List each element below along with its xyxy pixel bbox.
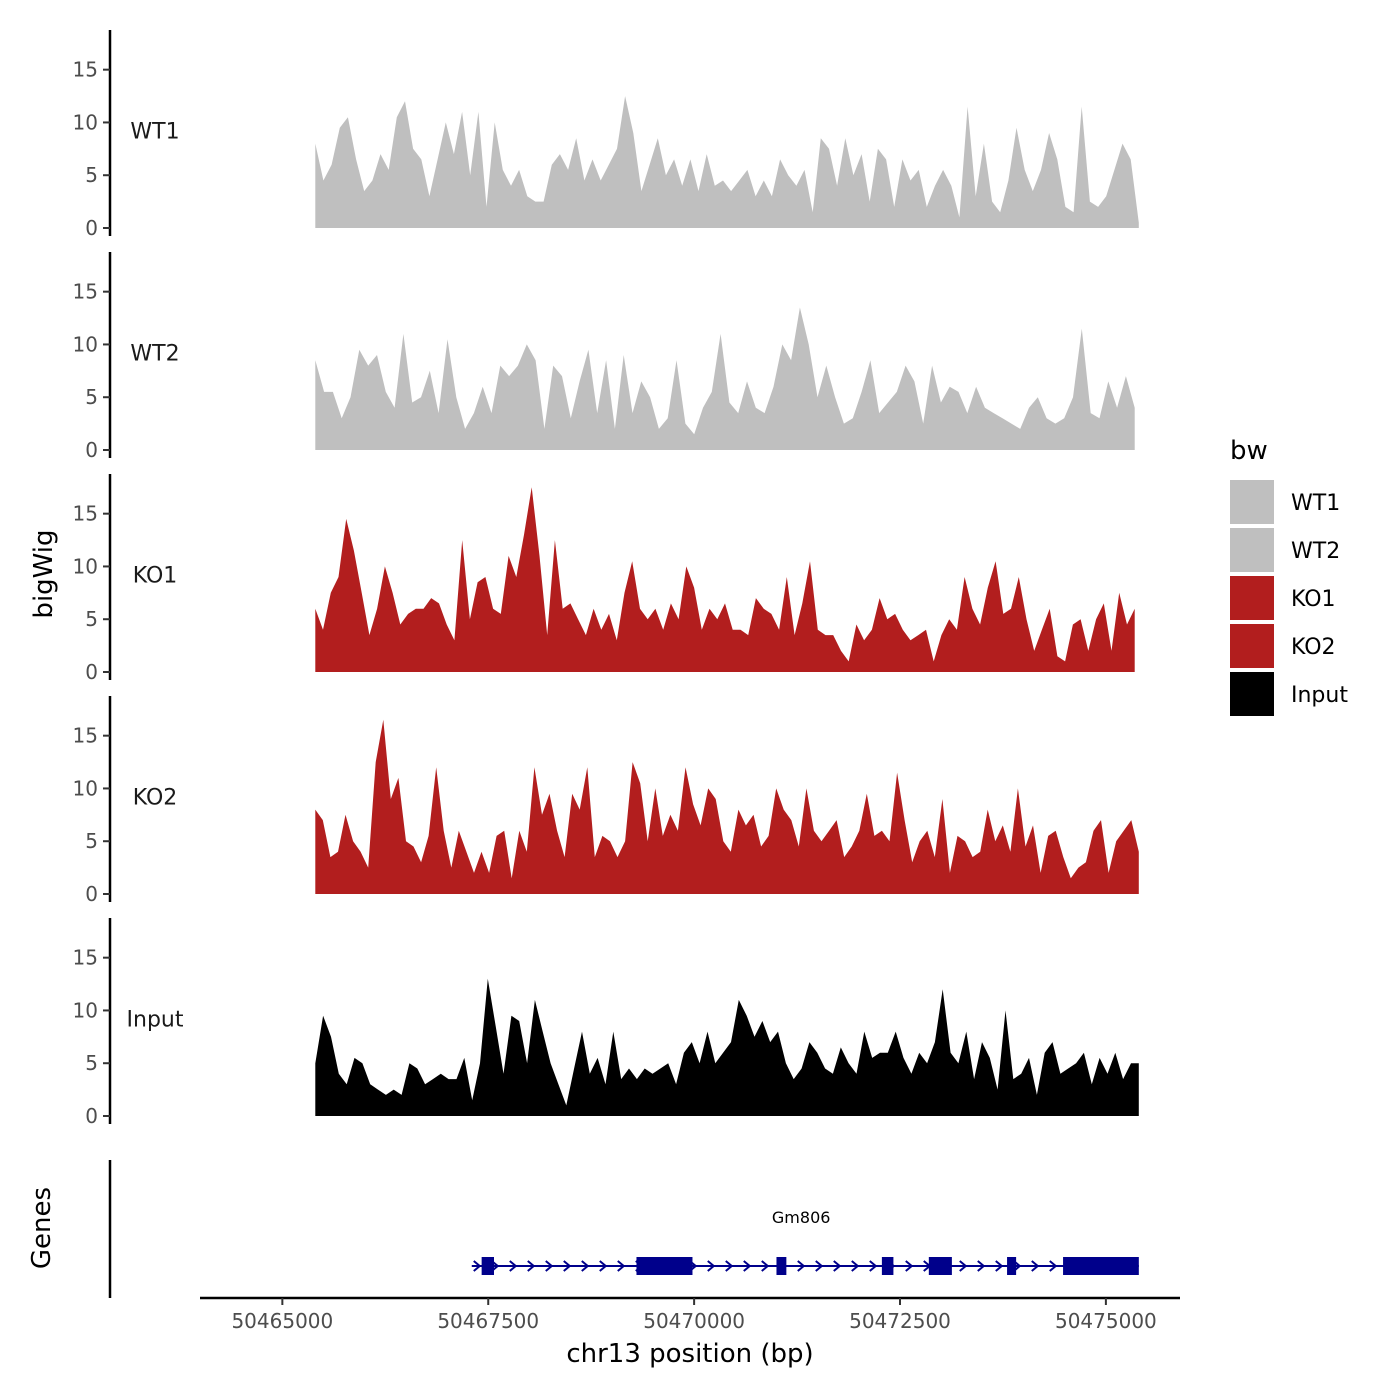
y-tick-label-wt2-10: 10 — [73, 332, 98, 356]
track-area-wt1 — [315, 96, 1139, 228]
x-tick-label-3: 50472500 — [849, 1309, 951, 1333]
track-area-ko1 — [315, 487, 1135, 672]
x-axis: 50465000 50467500 50470000 50472500 50475000 — [200, 1296, 1180, 1333]
strand-arrow — [995, 1260, 1004, 1272]
strand-arrow — [581, 1260, 590, 1272]
y-tick-label-input-10: 10 — [73, 998, 98, 1022]
track-area-ko2 — [315, 719, 1139, 894]
y-tick-label-input-0: 0 — [85, 1104, 98, 1128]
strand-arrow — [1031, 1260, 1040, 1272]
track-ko1: 0 5 10 15 KO1 — [73, 474, 1135, 684]
gene-exon-3 — [776, 1257, 787, 1275]
track-label-wt1: WT1 — [130, 119, 179, 144]
strand-arrow — [527, 1260, 536, 1272]
strand-arrow — [473, 1260, 482, 1272]
track-wt1: 0 5 10 15 WT1 — [73, 30, 1139, 240]
y-tick-label-wt2-15: 15 — [73, 280, 98, 304]
y-tick-label-ko1-5: 5 — [85, 607, 98, 631]
strand-arrow — [707, 1260, 716, 1272]
strand-arrow — [563, 1260, 572, 1272]
x-tick-label-0: 50465000 — [231, 1309, 333, 1333]
gene-exon-7 — [1063, 1257, 1139, 1275]
legend-title: bw — [1230, 436, 1268, 466]
legend-swatch-wt1 — [1230, 480, 1274, 524]
strand-arrow — [977, 1260, 986, 1272]
legend-label-wt2: WT2 — [1291, 539, 1340, 564]
strand-arrow — [545, 1260, 554, 1272]
strand-arrow — [599, 1260, 608, 1272]
gene-exon-1 — [481, 1257, 494, 1275]
track-label-ko1: KO1 — [133, 563, 178, 588]
y-tick-label-ko1-15: 15 — [73, 502, 98, 526]
y-tick-label-wt1-15: 15 — [73, 58, 98, 82]
strand-arrow — [869, 1260, 878, 1272]
x-axis-title: chr13 position (bp) — [566, 1339, 813, 1369]
track-label-input: Input — [127, 1007, 184, 1032]
strand-arrow — [617, 1260, 626, 1272]
y-axis-title: bigWig — [29, 529, 59, 618]
y-tick-label-ko2-0: 0 — [85, 882, 98, 906]
strand-arrow — [743, 1260, 752, 1272]
gene-name-label: Gm806 — [772, 1208, 831, 1227]
track-label-wt2: WT2 — [130, 341, 179, 366]
legend-label-ko2: KO2 — [1291, 635, 1336, 660]
gene-exon-5 — [928, 1257, 952, 1275]
legend-label-input: Input — [1291, 683, 1348, 708]
x-tick-label-2: 50470000 — [643, 1309, 745, 1333]
strand-arrow — [797, 1260, 806, 1272]
legend-label-ko1: KO1 — [1291, 587, 1336, 612]
strand-arrow — [905, 1260, 914, 1272]
y-tick-label-ko1-10: 10 — [73, 554, 98, 578]
legend-label-wt1: WT1 — [1291, 491, 1340, 516]
strand-arrow — [959, 1260, 968, 1272]
legend: bw WT1 WT2 KO1 KO2 Input — [1230, 436, 1348, 716]
strand-arrow — [833, 1260, 842, 1272]
track-label-ko2: KO2 — [133, 785, 178, 810]
y-tick-label-input-15: 15 — [73, 946, 98, 970]
tracks-group: 0 5 10 15 WT1 0 5 10 15 WT2 0 5 10 15 KO1 0 5 10 15 KO2 0 5 10… — [73, 30, 1139, 1128]
track-wt2: 0 5 10 15 WT2 — [73, 252, 1135, 462]
legend-swatch-wt2 — [1230, 528, 1274, 572]
y-tick-label-wt1-10: 10 — [73, 110, 98, 134]
y-tick-label-ko1-0: 0 — [85, 660, 98, 684]
gene-exon-4 — [881, 1257, 894, 1275]
track-ko2: 0 5 10 15 KO2 — [73, 696, 1139, 906]
y-tick-label-input-5: 5 — [85, 1051, 98, 1075]
y-tick-label-wt1-0: 0 — [85, 216, 98, 240]
y-tick-label-wt2-0: 0 — [85, 438, 98, 462]
strand-arrow — [815, 1260, 824, 1272]
x-tick-label-1: 50467500 — [437, 1309, 539, 1333]
y-tick-label-ko2-5: 5 — [85, 829, 98, 853]
track-area-input — [315, 978, 1139, 1116]
strand-arrow — [509, 1260, 518, 1272]
strand-arrow — [725, 1260, 734, 1272]
gene-panel: Gm806 — [108, 1160, 1139, 1298]
genes-axis-title: Genes — [27, 1187, 57, 1269]
legend-swatch-ko1 — [1230, 576, 1274, 620]
y-tick-label-wt1-5: 5 — [85, 163, 98, 187]
y-tick-label-ko2-10: 10 — [73, 776, 98, 800]
track-area-wt2 — [315, 307, 1135, 450]
gene-exon-2 — [636, 1257, 693, 1275]
y-tick-label-ko2-15: 15 — [73, 724, 98, 748]
gene-exon-6 — [1007, 1257, 1017, 1275]
strand-arrow — [851, 1260, 860, 1272]
y-tick-label-wt2-5: 5 — [85, 385, 98, 409]
strand-arrow — [1049, 1260, 1058, 1272]
legend-swatch-input — [1230, 672, 1274, 716]
strand-arrow — [761, 1260, 770, 1272]
legend-swatch-ko2 — [1230, 624, 1274, 668]
track-input: 0 5 10 15 Input — [73, 918, 1139, 1128]
x-tick-label-4: 50475000 — [1055, 1309, 1157, 1333]
